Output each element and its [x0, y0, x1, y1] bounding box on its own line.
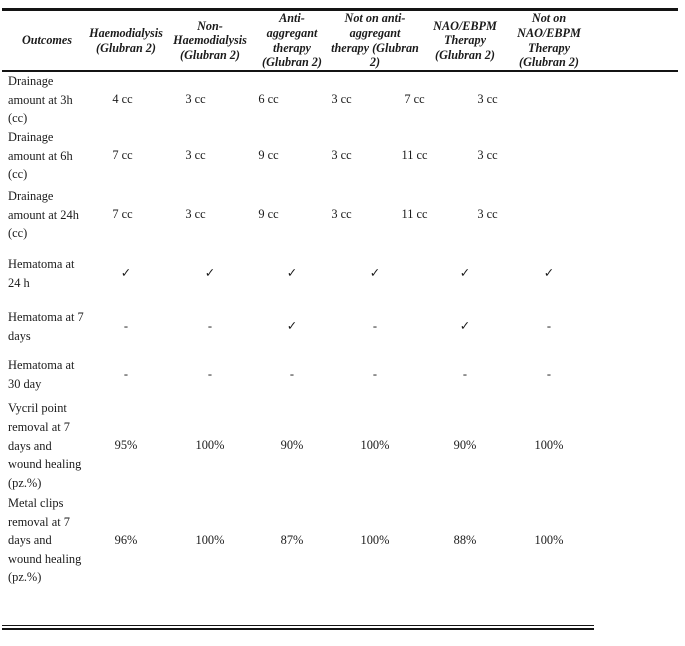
cell-value: 100%	[195, 532, 225, 547]
row-label: Hematoma at 7 days	[8, 310, 84, 343]
cell-value: 9 cc	[258, 207, 279, 222]
column-header-anti-aggregant: Anti-aggregant therapy (Glubran 2)	[262, 11, 322, 70]
table-bottom-rule	[2, 625, 594, 630]
cell-value-checkmark: ✓	[120, 266, 132, 281]
cell-value: -	[546, 319, 552, 334]
column-header-not-anti-aggregant: Not on anti-aggregant therapy (Glubran 2…	[331, 11, 419, 70]
row-label: Drainage amount at 24h (cc)	[8, 189, 79, 241]
cell-value: 3 cc	[331, 92, 352, 107]
table-row-hematoma-30day: Hematoma at 30 day - - - - - -	[0, 352, 685, 398]
cell-value: 6 cc	[258, 92, 279, 107]
cell-value: 100%	[360, 438, 390, 453]
cell-value: -	[207, 367, 213, 382]
cell-value-checkmark: ✓	[204, 266, 216, 281]
cell-value: 100%	[360, 532, 390, 547]
cell-value: -	[546, 367, 552, 382]
row-label: Vycril point removal at 7 days and wound…	[8, 401, 82, 490]
cell-value: 95%	[114, 438, 138, 453]
cell-value: 100%	[534, 532, 564, 547]
cell-value: 3 cc	[477, 148, 498, 163]
row-values: 7 cc 3 cc 9 cc 3 cc 11 cc 3 cc	[86, 147, 685, 164]
cell-value: 9 cc	[258, 148, 279, 163]
cell-value-checkmark: ✓	[286, 266, 298, 281]
column-header-haemodialysis: Haemodialysis (Glubran 2)	[89, 25, 163, 55]
cell-value: 3 cc	[331, 207, 352, 222]
table-row-drainage-6h: Drainage amount at 6h (cc) 7 cc 3 cc 9 c…	[0, 128, 685, 184]
table-row-hematoma-7days: Hematoma at 7 days - - ✓ - ✓ -	[0, 302, 685, 352]
cell-value-checkmark: ✓	[543, 266, 555, 281]
cell-value: 100%	[195, 438, 225, 453]
cell-value: 3 cc	[477, 92, 498, 107]
header-rule	[2, 70, 678, 72]
cell-value: 4 cc	[112, 92, 133, 107]
header-row: Outcomes Haemodialysis (Glubran 2) Non-H…	[0, 11, 685, 70]
cell-value: 7 cc	[404, 92, 425, 107]
table-row-drainage-24h: Drainage amount at 24h (cc) 7 cc 3 cc 9 …	[0, 184, 685, 246]
cell-value: -	[289, 367, 295, 382]
cell-value: -	[207, 319, 213, 334]
table-top-rule	[2, 8, 678, 11]
cell-value: 100%	[534, 438, 564, 453]
row-label: Hematoma at 30 day	[8, 358, 75, 391]
cell-value-checkmark: ✓	[369, 266, 381, 281]
cell-value: -	[462, 367, 468, 382]
cell-value: 7 cc	[112, 148, 133, 163]
cell-value: 96%	[114, 532, 138, 547]
row-label: Drainage amount at 3h (cc)	[8, 74, 73, 126]
cell-value: 11 cc	[401, 207, 428, 222]
row-values: 4 cc 3 cc 6 cc 3 cc 7 cc 3 cc	[86, 91, 685, 108]
cell-value: 7 cc	[112, 207, 133, 222]
cell-value-checkmark: ✓	[286, 319, 298, 334]
table-row-hematoma-24h: Hematoma at 24 h ✓ ✓ ✓ ✓ ✓ ✓	[0, 246, 685, 302]
table-row-drainage-3h: Drainage amount at 3h (cc) 4 cc 3 cc 6 c…	[0, 72, 685, 128]
cell-value: 11 cc	[401, 148, 428, 163]
cell-value-checkmark: ✓	[459, 266, 471, 281]
cell-value: -	[372, 367, 378, 382]
row-label: Metal clips removal at 7 days and wound …	[8, 496, 82, 585]
column-header-non-haemodialysis: Non-Haemodialysis (Glubran 2)	[173, 18, 247, 62]
row-values: 7 cc 3 cc 9 cc 3 cc 11 cc 3 cc	[86, 206, 685, 223]
cell-value: 90%	[280, 438, 304, 453]
row-label: Hematoma at 24 h	[8, 257, 75, 290]
cell-value: 3 cc	[185, 92, 206, 107]
results-table: Outcomes Haemodialysis (Glubran 2) Non-H…	[0, 8, 685, 630]
cell-value: 3 cc	[185, 207, 206, 222]
cell-value: 88%	[453, 532, 477, 547]
row-label: Drainage amount at 6h (cc)	[8, 130, 73, 182]
outcomes-header: Outcomes	[21, 33, 73, 48]
column-header-nao-ebpm: NAO/EBPM Therapy (Glubran 2)	[433, 18, 497, 62]
table-row-metal-clips-removal: Metal clips removal at 7 days and wound …	[0, 494, 685, 587]
table-row-vycril-removal: Vycril point removal at 7 days and wound…	[0, 398, 685, 494]
cell-value: -	[372, 319, 378, 334]
cell-value: 3 cc	[331, 148, 352, 163]
column-header-not-nao-ebpm: Not on NAO/EBPM Therapy (Glubran 2)	[517, 11, 581, 70]
cell-value-checkmark: ✓	[459, 319, 471, 334]
cell-value: 90%	[453, 438, 477, 453]
cell-value: 3 cc	[185, 148, 206, 163]
cell-value: -	[123, 367, 129, 382]
cell-value: -	[123, 319, 129, 334]
cell-value: 3 cc	[477, 207, 498, 222]
cell-value: 87%	[280, 532, 304, 547]
